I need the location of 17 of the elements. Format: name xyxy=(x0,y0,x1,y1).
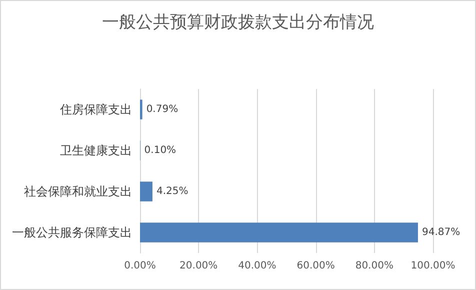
y-tick-label: 一般公共服务保障支出 xyxy=(12,226,132,240)
chart-title: 一般公共预算财政拨款支出分布情况 xyxy=(102,12,374,32)
data-label: 94.87% xyxy=(422,227,460,238)
y-tick-label: 社会保障和就业支出 xyxy=(24,184,132,198)
x-tick-label: 60.00% xyxy=(296,260,335,272)
y-tick-label: 住房保障支出 xyxy=(59,102,132,116)
data-label: 0.79% xyxy=(146,104,178,115)
x-tick-label: 20.00% xyxy=(180,260,218,272)
data-label: 0.10% xyxy=(144,145,176,156)
x-tick-label: 100.00% xyxy=(410,260,456,272)
x-tick-label: 40.00% xyxy=(238,260,276,272)
bar xyxy=(140,222,418,242)
x-tick-label: 80.00% xyxy=(355,260,394,272)
data-label: 4.25% xyxy=(156,186,188,197)
y-tick-label: 卫生健康支出 xyxy=(60,144,132,158)
x-tick-label: 0.00% xyxy=(124,260,156,272)
bar xyxy=(140,182,152,202)
